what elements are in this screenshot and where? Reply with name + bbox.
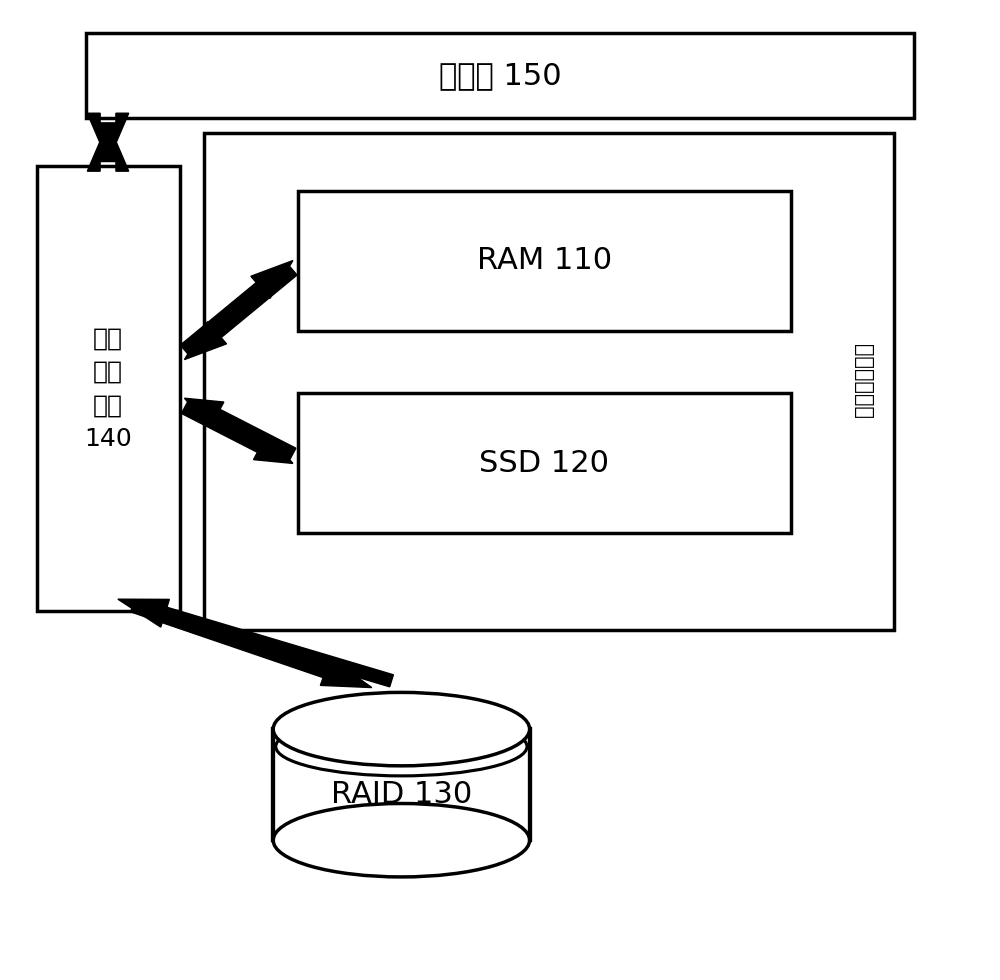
Ellipse shape	[273, 693, 530, 765]
Text: 混合缓存存储: 混合缓存存储	[853, 344, 873, 418]
FancyArrow shape	[184, 398, 296, 460]
Text: 应用层 150: 应用层 150	[439, 61, 561, 90]
FancyArrow shape	[87, 122, 129, 172]
FancyArrow shape	[181, 403, 293, 464]
Bar	[37, 167, 180, 611]
Text: SSD 120: SSD 120	[479, 449, 609, 478]
FancyArrow shape	[184, 266, 297, 360]
Bar	[86, 33, 914, 118]
FancyArrow shape	[87, 114, 129, 162]
Bar	[298, 190, 791, 330]
Bar	[204, 132, 894, 630]
Bar	[273, 729, 530, 840]
Ellipse shape	[276, 717, 527, 776]
Ellipse shape	[273, 804, 530, 877]
Ellipse shape	[273, 693, 530, 765]
FancyArrow shape	[180, 261, 293, 355]
Text: RAID 130: RAID 130	[331, 780, 472, 808]
Bar	[298, 393, 791, 533]
Text: RAM 110: RAM 110	[477, 246, 612, 275]
Text: 缓存
管理
模块
140: 缓存 管理 模块 140	[84, 326, 132, 451]
FancyArrow shape	[131, 600, 372, 688]
FancyArrow shape	[118, 599, 393, 687]
